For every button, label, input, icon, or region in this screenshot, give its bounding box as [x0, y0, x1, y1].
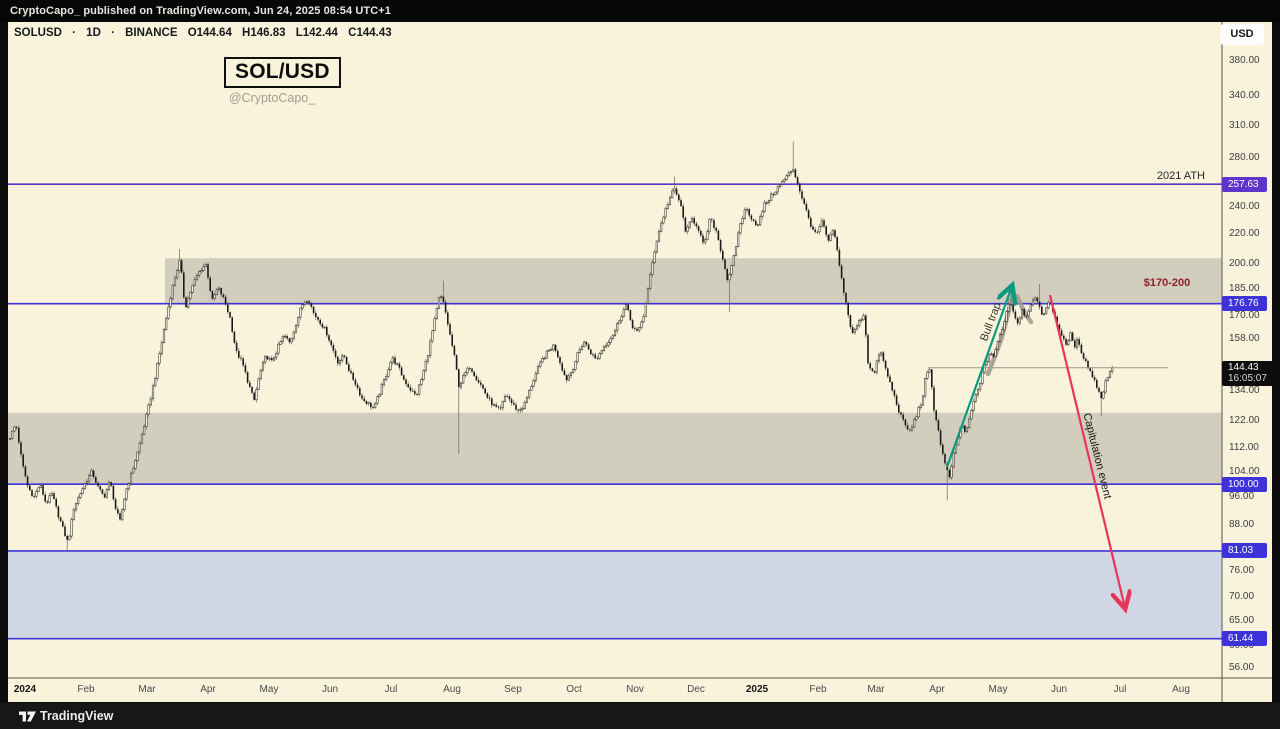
attribution-bar: CryptoCapo_ published on TradingView.com…: [0, 0, 1280, 22]
page-title: SOL/USD: [235, 60, 330, 83]
price-tick: 185.00: [1229, 283, 1260, 295]
price-tick: 220.00: [1229, 228, 1260, 240]
price-tick: 112.00: [1229, 442, 1259, 454]
time-axis-label: Nov: [626, 684, 644, 695]
supply-zone-label: $170-200: [1143, 277, 1191, 289]
price-tick: 280.00: [1229, 151, 1260, 163]
time-axis-label: Aug: [443, 684, 461, 695]
price-level-badge: 61.44: [1222, 631, 1267, 647]
time-axis-label: May: [988, 684, 1008, 695]
timeframe[interactable]: 1D: [86, 27, 101, 39]
time-axis-label: Jun: [1050, 684, 1068, 695]
time-axis-label: 2024: [13, 684, 37, 695]
attribution-text: CryptoCapo_ published on TradingView.com…: [10, 5, 392, 17]
price-level-badge: 81.03: [1222, 543, 1267, 559]
price-level-badge: 257.63: [1222, 176, 1267, 192]
exchange-name: BINANCE: [125, 27, 178, 39]
time-axis-label: Dec: [687, 684, 705, 695]
header-separator: ·: [111, 27, 115, 39]
tradingview-logo[interactable]: [18, 709, 38, 724]
author-handle: @CryptoCapo_: [228, 91, 316, 105]
time-axis-label: Oct: [566, 684, 582, 695]
price-tick: 310.00: [1229, 119, 1260, 131]
price-tick: 158.00: [1229, 333, 1260, 345]
time-axis[interactable]: 2024 Feb Mar Apr May Jun Jul Aug Sep Oct Nov Dec 202…: [8, 679, 1222, 702]
price-tick: 240.00: [1229, 200, 1260, 212]
time-axis-label: Feb: [809, 684, 827, 695]
time-axis-label: 2025: [745, 684, 769, 695]
last-price-badge: 144.43 16:05:07: [1222, 360, 1273, 386]
symbol-header: SOLUSD · 1D · BINANCE O144.64 H146.83 L1…: [14, 27, 399, 39]
ohlc-close: C144.43: [348, 27, 392, 39]
ohlc-open: O144.64: [187, 27, 232, 39]
price-tick: 340.00: [1229, 90, 1260, 102]
time-axis-label: May: [259, 684, 279, 695]
price-tick: 65.00: [1229, 614, 1255, 626]
price-tick: 134.00: [1229, 385, 1260, 397]
ath-level-label: 2021 ATH: [1156, 170, 1205, 182]
time-axis-label: Aug: [1172, 684, 1190, 695]
price-tick: 104.00: [1229, 465, 1260, 477]
price-tick: 70.00: [1229, 591, 1255, 603]
time-axis-label: Jun: [321, 684, 339, 695]
price-axis[interactable]: 380.00 340.00 310.00 280.00 240.00 220.00 200.…: [1222, 22, 1273, 678]
tradingview-brand[interactable]: TradingView: [40, 709, 114, 723]
price-tick: 76.00: [1229, 565, 1255, 577]
price-tick: 56.00: [1229, 662, 1255, 674]
price-level-badge: 176.76: [1222, 296, 1267, 312]
header-separator: ·: [72, 27, 76, 39]
time-axis-label: Mar: [138, 684, 156, 695]
time-axis-label: Feb: [77, 684, 95, 695]
price-level-badge: 100.00: [1222, 476, 1267, 492]
ohlc-high: H146.83: [242, 27, 286, 39]
time-axis-label: Sep: [504, 684, 522, 695]
time-axis-label: Jul: [384, 684, 398, 695]
price-tick: 122.00: [1229, 415, 1260, 427]
time-axis-label: Jul: [1113, 684, 1127, 695]
symbol-name[interactable]: SOLUSD: [14, 27, 62, 39]
ohlc-low: L142.44: [295, 27, 338, 39]
footer-bar: TradingView: [0, 703, 1280, 729]
price-tick: 380.00: [1229, 55, 1260, 66]
price-tick: 200.00: [1229, 258, 1260, 270]
price-tick: 96.00: [1229, 491, 1255, 503]
chart-title-box: SOL/USD: [224, 57, 341, 88]
price-tick: 88.00: [1229, 518, 1255, 530]
currency-toggle-button[interactable]: USD: [1220, 24, 1264, 45]
price-tick: 170.00: [1229, 310, 1260, 321]
time-axis-label: Apr: [200, 684, 216, 695]
time-axis-label: Mar: [867, 684, 885, 695]
time-axis-label: Apr: [929, 684, 945, 695]
